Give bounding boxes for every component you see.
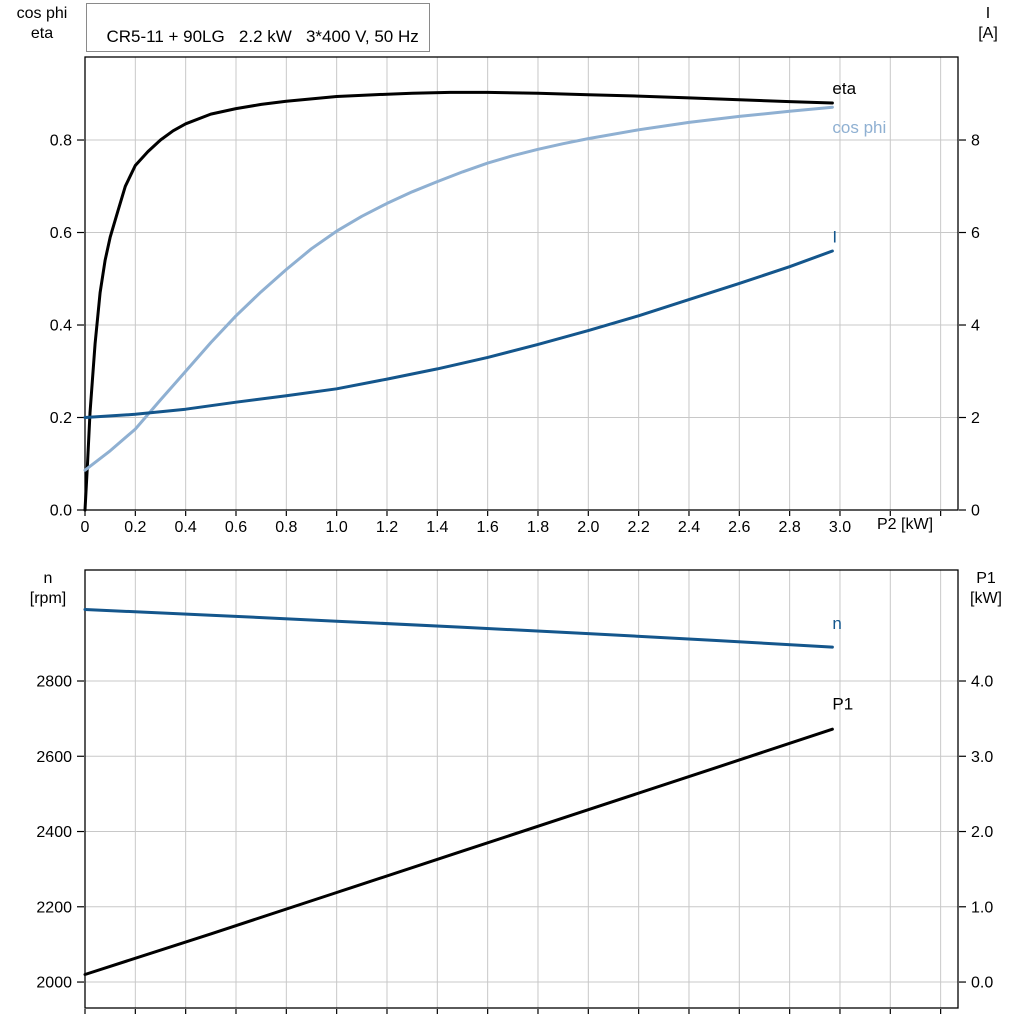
- gridlines: [84, 57, 958, 511]
- right-tick-label: 4.0: [971, 674, 993, 691]
- x-tick-label: 2.6: [728, 519, 750, 536]
- x-tick-label: 2.2: [628, 519, 650, 536]
- bottom-right-axis-label-line1: P1: [976, 570, 996, 587]
- left-tick-label: 2600: [36, 749, 72, 766]
- bottom-right-axis-label-line2: [kW]: [970, 590, 1002, 607]
- right-tick-label: 6: [971, 225, 980, 242]
- series-label-P1: P1: [832, 695, 853, 714]
- top-right-axis-label-line2: [A]: [978, 25, 998, 42]
- x-tick-label: 1.8: [527, 519, 549, 536]
- right-tick-label: 4: [971, 318, 980, 335]
- x-tick-label: 1.6: [477, 519, 499, 536]
- series-curve-cos-phi: [83, 105, 834, 472]
- right-tick-label: 3.0: [971, 749, 993, 766]
- x-tick-label: 0.2: [124, 519, 146, 536]
- series-label-eta: eta: [832, 79, 856, 98]
- bottom-chart: 2000 2200 2400 2600 2800 0.0 1.0 2.0 3.0 4.0 n P1: [36, 569, 993, 1014]
- gridlines: [84, 570, 958, 1008]
- series-curve-I: [83, 249, 834, 419]
- top-chart: 0 0.2 0.4 0.6 0.8 1.0 1.2 1.4 1.6 1.8 2.0 2.2 2.4 2.6…: [50, 56, 980, 536]
- x-tick-label: 0.4: [175, 519, 197, 536]
- x-axis-label: P2 [kW]: [877, 516, 934, 533]
- left-tick-label: 2400: [36, 824, 72, 841]
- series-label-I: I: [832, 228, 837, 247]
- left-tick-label: 2200: [36, 899, 72, 916]
- bottom-left-axis-label-line2: [rpm]: [29, 590, 67, 607]
- axis-ticks: [77, 680, 966, 1014]
- plot-frame: [84, 56, 959, 511]
- x-tick-label: 1.0: [326, 519, 348, 536]
- x-tick-label: 0.8: [275, 519, 297, 536]
- right-tick-label: 2: [971, 410, 980, 427]
- right-tick-label: 8: [971, 133, 980, 150]
- right-tick-label: 1.0: [971, 899, 993, 916]
- plot-frame: [84, 569, 959, 1009]
- title-text: CR5-11 + 90LG 2.2 kW 3*400 V, 50 Hz: [106, 27, 419, 46]
- series-label-cos-phi: cos phi: [832, 118, 886, 137]
- left-tick-label: 2000: [36, 975, 72, 992]
- left-tick-label: 0.8: [50, 133, 72, 150]
- right-tick-label: 0.0: [971, 975, 993, 992]
- x-tick-label: 1.2: [376, 519, 398, 536]
- x-tick-label: 1.4: [426, 519, 448, 536]
- x-tick-label: 2.4: [678, 519, 700, 536]
- x-tick-label: 2.0: [577, 519, 599, 536]
- series-label-n: n: [832, 614, 841, 633]
- title-box: CR5-11 + 90LG 2.2 kW 3*400 V, 50 Hz: [86, 3, 430, 52]
- x-tick-label: 0.6: [225, 519, 247, 536]
- top-right-axis-label-line1: I: [985, 5, 991, 22]
- left-tick-label: 2800: [36, 674, 72, 691]
- bottom-left-axis-label-line1: n: [43, 570, 53, 587]
- top-left-axis-label-line1: cos phi: [16, 5, 68, 22]
- right-tick-label: 2.0: [971, 824, 993, 841]
- left-tick-label: 0.2: [50, 410, 72, 427]
- x-tick-label: 2.8: [779, 519, 801, 536]
- series-curve-eta: [83, 90, 834, 512]
- top-left-axis-label-line2: eta: [30, 25, 54, 42]
- right-tick-label: 0: [971, 503, 980, 520]
- x-tick-label: 3.0: [829, 519, 851, 536]
- axis-ticks: [77, 139, 966, 516]
- x-tick-label: 0: [81, 519, 90, 536]
- left-tick-label: 0.6: [50, 225, 72, 242]
- series-curve-P1: [83, 727, 834, 976]
- left-tick-label: 0.0: [50, 503, 72, 520]
- series-curve-n: [83, 608, 834, 649]
- left-tick-label: 0.4: [50, 318, 72, 335]
